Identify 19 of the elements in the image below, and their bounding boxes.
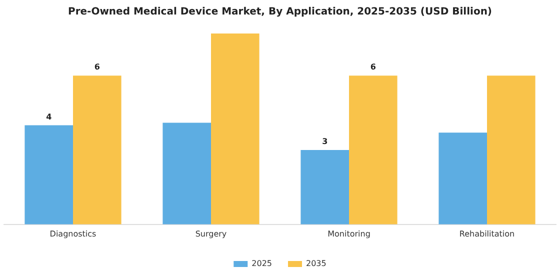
bar xyxy=(487,76,536,224)
data-label: 4 xyxy=(46,112,52,122)
bar xyxy=(24,125,73,224)
x-tick-label: Rehabilitation xyxy=(459,229,515,238)
legend-label: 2035 xyxy=(306,259,326,268)
x-tick-label: Diagnostics xyxy=(50,229,96,238)
bar xyxy=(162,122,211,224)
legend-label: 2025 xyxy=(252,259,272,268)
bar xyxy=(349,76,398,224)
data-label: 6 xyxy=(94,62,100,72)
bar xyxy=(211,33,260,224)
x-tick-label: Monitoring xyxy=(328,229,370,238)
x-tick-label: Surgery xyxy=(195,229,227,238)
data-label: 3 xyxy=(322,137,328,146)
data-label: 6 xyxy=(370,62,376,72)
chart-title: Pre-Owned Medical Device Market, By Application, 2025-2035 (USD Billion) xyxy=(68,6,492,18)
bar xyxy=(300,150,349,224)
bar xyxy=(73,76,122,224)
bar xyxy=(438,132,487,224)
